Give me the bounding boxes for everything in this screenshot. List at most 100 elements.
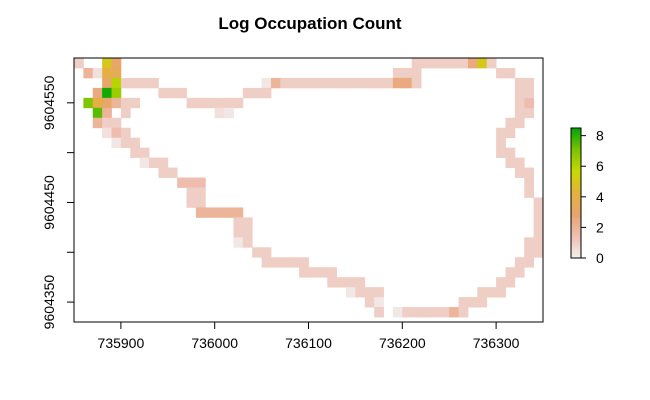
heatmap-cell (102, 67, 112, 79)
heatmap-cell (130, 77, 141, 89)
heatmap-cell (102, 58, 112, 69)
heatmap-cell (261, 257, 272, 268)
heatmap-cell (299, 77, 309, 89)
legend-gradient-step (571, 184, 581, 187)
heatmap-cell (514, 107, 525, 119)
heatmap-cell (195, 207, 206, 218)
legend-gradient-step (571, 182, 581, 185)
heatmap-cell (533, 217, 544, 228)
heatmap-cell (102, 107, 112, 119)
x-tick-label: 735900 (98, 335, 145, 351)
heatmap-cell (524, 87, 535, 99)
legend-gradient-step (571, 186, 581, 190)
heatmap-cell (205, 97, 216, 109)
heatmap-cell (280, 257, 291, 268)
legend-gradient-step (571, 223, 581, 226)
legend-gradient-step (571, 132, 581, 135)
heatmap-cell (224, 107, 234, 119)
heatmap-cell (505, 267, 516, 278)
heatmap-cell (102, 117, 112, 129)
heatmap-cell (439, 307, 450, 318)
heatmap-cell (83, 97, 94, 109)
heatmap-cell (533, 237, 544, 248)
heatmap-cell (514, 257, 525, 268)
heatmap-cell (411, 67, 422, 79)
y-axis: 9604350 9604450 9604550 (41, 75, 74, 329)
heatmap-cell (496, 127, 506, 139)
heatmap-cell (533, 197, 544, 208)
legend-tick-label: 6 (596, 158, 604, 174)
color-legend: 0 2 4 6 8 (570, 127, 604, 266)
legend-gradient-step (571, 151, 581, 155)
heatmap-cell (167, 87, 178, 99)
heatmap-cell (299, 267, 309, 278)
heatmap-cell (195, 187, 206, 198)
heatmap-cell (477, 297, 488, 308)
legend-gradient-step (571, 190, 581, 194)
heatmap-cell (102, 97, 112, 109)
heatmap-cell (505, 277, 516, 288)
heatmap-cell (186, 97, 197, 109)
heatmap-cell (195, 177, 206, 188)
heatmap-cell (505, 147, 516, 159)
heatmap-cell (130, 137, 141, 149)
legend-gradient-step (571, 171, 581, 174)
legend-gradient-step (571, 162, 581, 166)
heatmap-cell (83, 67, 94, 79)
heatmap-cell (421, 307, 431, 318)
legend-gradient-step (571, 141, 581, 144)
legend-gradient-step (571, 145, 581, 148)
legend-gradient-step (571, 253, 581, 257)
heatmap-cell (252, 247, 262, 258)
legend-gradient-step (571, 193, 581, 196)
heatmap-cell (111, 77, 122, 89)
heatmap-cell (308, 77, 319, 89)
legend-gradient-step (571, 236, 581, 239)
heatmap-cell (214, 207, 225, 218)
legend-gradient-step (571, 221, 581, 224)
heatmap-cell (111, 127, 122, 139)
plot-area-border (73, 57, 544, 323)
legend-tick-label: 4 (596, 189, 604, 205)
heatmap-cell (317, 267, 328, 278)
heatmap-cell (270, 257, 281, 268)
heatmap-cell (505, 67, 516, 79)
heatmap-cell (355, 77, 366, 89)
heatmap-cell (402, 307, 413, 318)
heatmap-cell (317, 77, 328, 89)
heatmap-cell (120, 137, 131, 149)
legend-gradient-step (571, 156, 581, 159)
legend-gradient-step (571, 216, 581, 220)
heatmap-cell (524, 97, 535, 109)
heatmap-cell (139, 157, 150, 168)
heatmap-cell (505, 157, 516, 168)
heatmap-cell (120, 127, 131, 139)
heatmap-cell (111, 117, 122, 129)
legend-gradient-step (571, 255, 581, 259)
heatmap-cell (533, 247, 544, 258)
heatmap-cell (524, 107, 535, 119)
heatmap-cell (411, 307, 422, 318)
legend-gradient-step (571, 138, 581, 142)
heatmap-cell (102, 87, 112, 99)
heatmap-cell (214, 97, 225, 109)
heatmap-cell (327, 277, 338, 288)
x-tick-label: 736100 (285, 335, 332, 351)
heatmap-cell (336, 77, 347, 89)
heatmap-cell (524, 187, 535, 198)
heatmap-cell (111, 137, 122, 149)
heatmap-cell (524, 177, 535, 188)
legend-gradient-step (571, 227, 581, 231)
legend-gradient-step (571, 247, 581, 250)
heatmap-cell (514, 77, 525, 89)
heatmap-cell (524, 257, 535, 268)
heatmap-cell (111, 87, 122, 99)
legend-gradient-step (571, 240, 581, 244)
heatmap-cell (149, 77, 159, 89)
heatmap-cell (449, 307, 459, 318)
heatmap-cell (514, 157, 525, 168)
heatmap-cell (120, 107, 131, 119)
heatmap-cell (111, 67, 122, 79)
legend-gradient-step (571, 158, 581, 161)
heatmap-cell (374, 307, 384, 318)
